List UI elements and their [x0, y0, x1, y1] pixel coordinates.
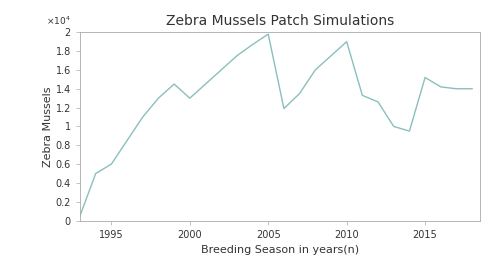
Title: Zebra Mussels Patch Simulations: Zebra Mussels Patch Simulations — [166, 14, 394, 28]
X-axis label: Breeding Season in years(n): Breeding Season in years(n) — [201, 245, 359, 255]
Y-axis label: Zebra Mussels: Zebra Mussels — [43, 86, 53, 167]
Text: $\times 10^4$: $\times 10^4$ — [46, 14, 70, 27]
